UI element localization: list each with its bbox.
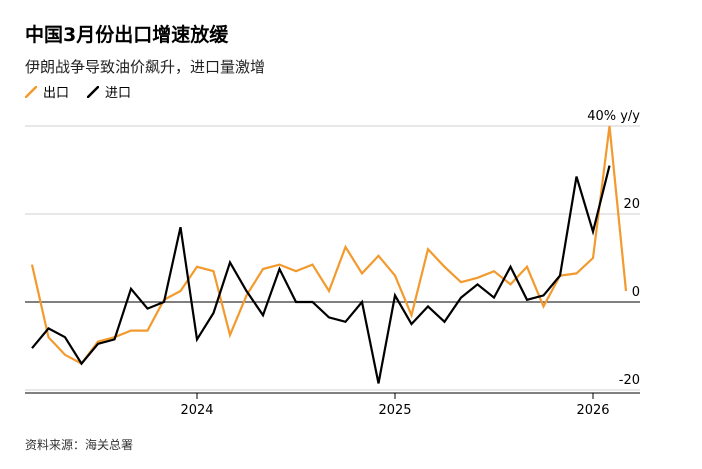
y-tick-label-3: -20 (619, 373, 640, 388)
chart-title: 中国3月份出口增速放缓 (25, 24, 229, 46)
legend: 出口 进口 (25, 82, 149, 101)
chart-subtitle: 伊朗战争导致油价飙升，进口量激增 (25, 58, 266, 76)
series-line-imports (31, 165, 611, 384)
legend-label-imports: 进口 (105, 86, 132, 101)
legend-item-exports: 出口 (25, 82, 69, 101)
legend-swatch-imports-icon (87, 85, 100, 98)
x-tick-label-2: 2026 (576, 403, 609, 418)
x-tick-label-1: 2025 (378, 403, 411, 418)
y-tick-label-1: 20 (623, 197, 640, 212)
legend-item-imports: 进口 (87, 82, 131, 101)
y-tick-label-0: 40% y/y (587, 109, 640, 124)
series-line-exports (30, 125, 628, 366)
x-tick-label-0: 2024 (180, 403, 213, 418)
y-tick-label-2: 0 (632, 285, 640, 300)
legend-swatch-exports-icon (25, 85, 37, 98)
legend-label-exports: 出口 (43, 86, 70, 101)
source-note: 资料来源：海关总署 (25, 438, 134, 452)
